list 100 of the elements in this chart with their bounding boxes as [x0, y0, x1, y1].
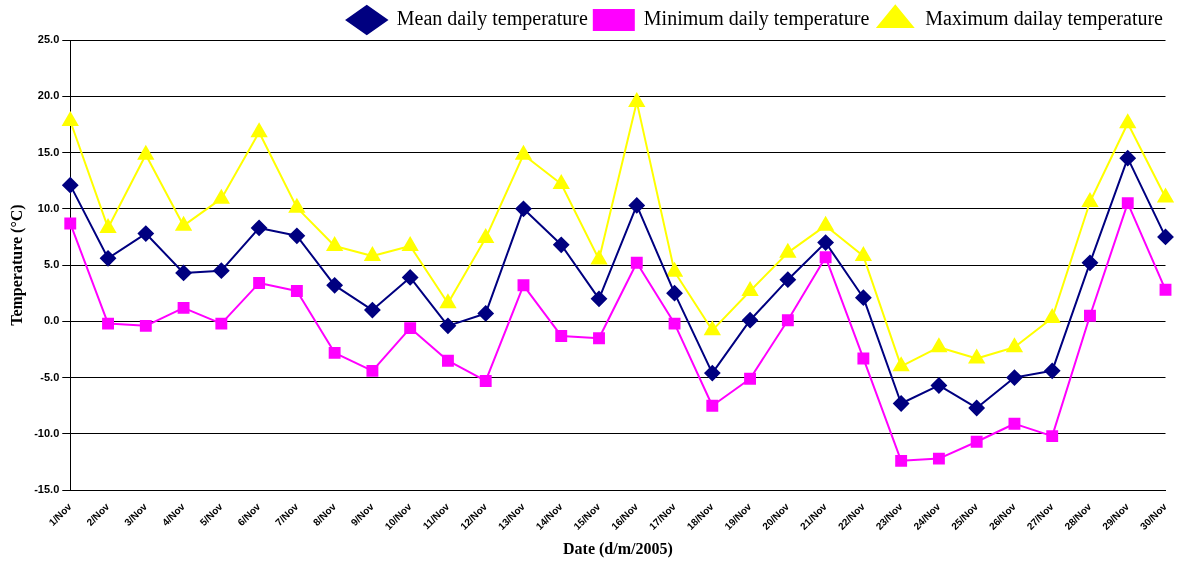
point — [1006, 338, 1023, 353]
point — [364, 247, 381, 262]
point — [1006, 369, 1023, 386]
point — [742, 312, 759, 329]
point — [215, 317, 228, 330]
point — [968, 349, 985, 364]
point — [515, 145, 532, 160]
point — [477, 305, 494, 322]
point — [930, 377, 947, 394]
point — [1119, 150, 1136, 167]
point — [479, 375, 492, 387]
y-tick-label: -10.0 — [34, 426, 60, 439]
point — [779, 271, 796, 288]
point — [328, 346, 341, 359]
point — [668, 317, 681, 330]
point — [175, 264, 192, 281]
point — [404, 322, 417, 335]
point — [895, 454, 908, 467]
point — [1157, 228, 1174, 245]
point — [630, 256, 643, 269]
point — [62, 177, 79, 194]
point — [555, 330, 568, 342]
point — [1121, 197, 1134, 210]
point — [477, 229, 494, 244]
point — [175, 216, 192, 231]
point — [1044, 362, 1061, 379]
point — [1119, 114, 1136, 129]
point — [970, 435, 983, 448]
point — [62, 112, 79, 127]
point — [781, 314, 794, 327]
point — [177, 301, 190, 314]
point — [819, 251, 832, 264]
point — [364, 302, 381, 319]
point — [137, 225, 154, 242]
point — [553, 175, 570, 190]
y-tick-label: 10.0 — [37, 201, 60, 214]
point — [251, 219, 268, 236]
point — [930, 338, 947, 353]
point — [591, 250, 607, 265]
point — [441, 354, 454, 367]
point — [213, 262, 230, 279]
point — [857, 352, 870, 365]
point — [1157, 188, 1174, 203]
point — [402, 236, 419, 251]
point — [742, 281, 759, 296]
point — [593, 332, 605, 345]
legend-label: Maximum dailay temperature — [925, 7, 1164, 31]
point — [253, 277, 266, 290]
legend-label: Minimum daily temperature — [643, 7, 870, 31]
y-axis-title: Temperature (°C) — [7, 204, 26, 326]
point — [326, 236, 343, 251]
point — [439, 317, 456, 334]
point — [288, 227, 305, 244]
point — [779, 243, 796, 258]
point — [517, 279, 530, 292]
point — [366, 364, 379, 377]
point — [893, 395, 910, 412]
y-tick-label: 20.0 — [37, 89, 60, 102]
point — [290, 285, 303, 297]
point — [1159, 283, 1172, 296]
point — [932, 452, 945, 465]
point — [591, 290, 608, 307]
point — [744, 372, 757, 385]
point — [628, 92, 645, 107]
point — [440, 294, 456, 309]
point — [704, 365, 721, 382]
point — [1044, 308, 1061, 323]
point — [137, 145, 154, 160]
point — [1008, 417, 1021, 430]
y-tick-label: 25.0 — [37, 33, 60, 46]
y-tick-label: 15.0 — [37, 145, 60, 158]
y-tick-label: -5.0 — [40, 370, 60, 383]
point — [893, 357, 910, 372]
point — [817, 216, 834, 231]
point — [666, 262, 683, 277]
point — [251, 123, 268, 138]
point — [855, 289, 872, 306]
point — [139, 319, 152, 332]
legend-label: Mean daily temperature — [396, 7, 588, 31]
point — [102, 317, 114, 330]
point — [968, 399, 985, 416]
point — [515, 200, 532, 217]
point — [666, 285, 683, 302]
point — [402, 269, 419, 286]
x-axis-title: Date (d/m/2005) — [563, 539, 673, 558]
point — [704, 321, 721, 336]
point — [213, 189, 230, 204]
y-tick-label: -15.0 — [34, 483, 60, 496]
point — [64, 217, 77, 230]
point — [326, 277, 343, 294]
y-tick-label: 5.0 — [43, 258, 60, 271]
point — [100, 250, 117, 267]
point — [553, 236, 570, 253]
point — [706, 399, 719, 412]
point — [100, 218, 116, 233]
point — [855, 247, 872, 262]
y-tick-label: 0.0 — [43, 314, 60, 327]
point — [1046, 430, 1059, 443]
point — [288, 198, 305, 213]
point — [1084, 309, 1096, 322]
